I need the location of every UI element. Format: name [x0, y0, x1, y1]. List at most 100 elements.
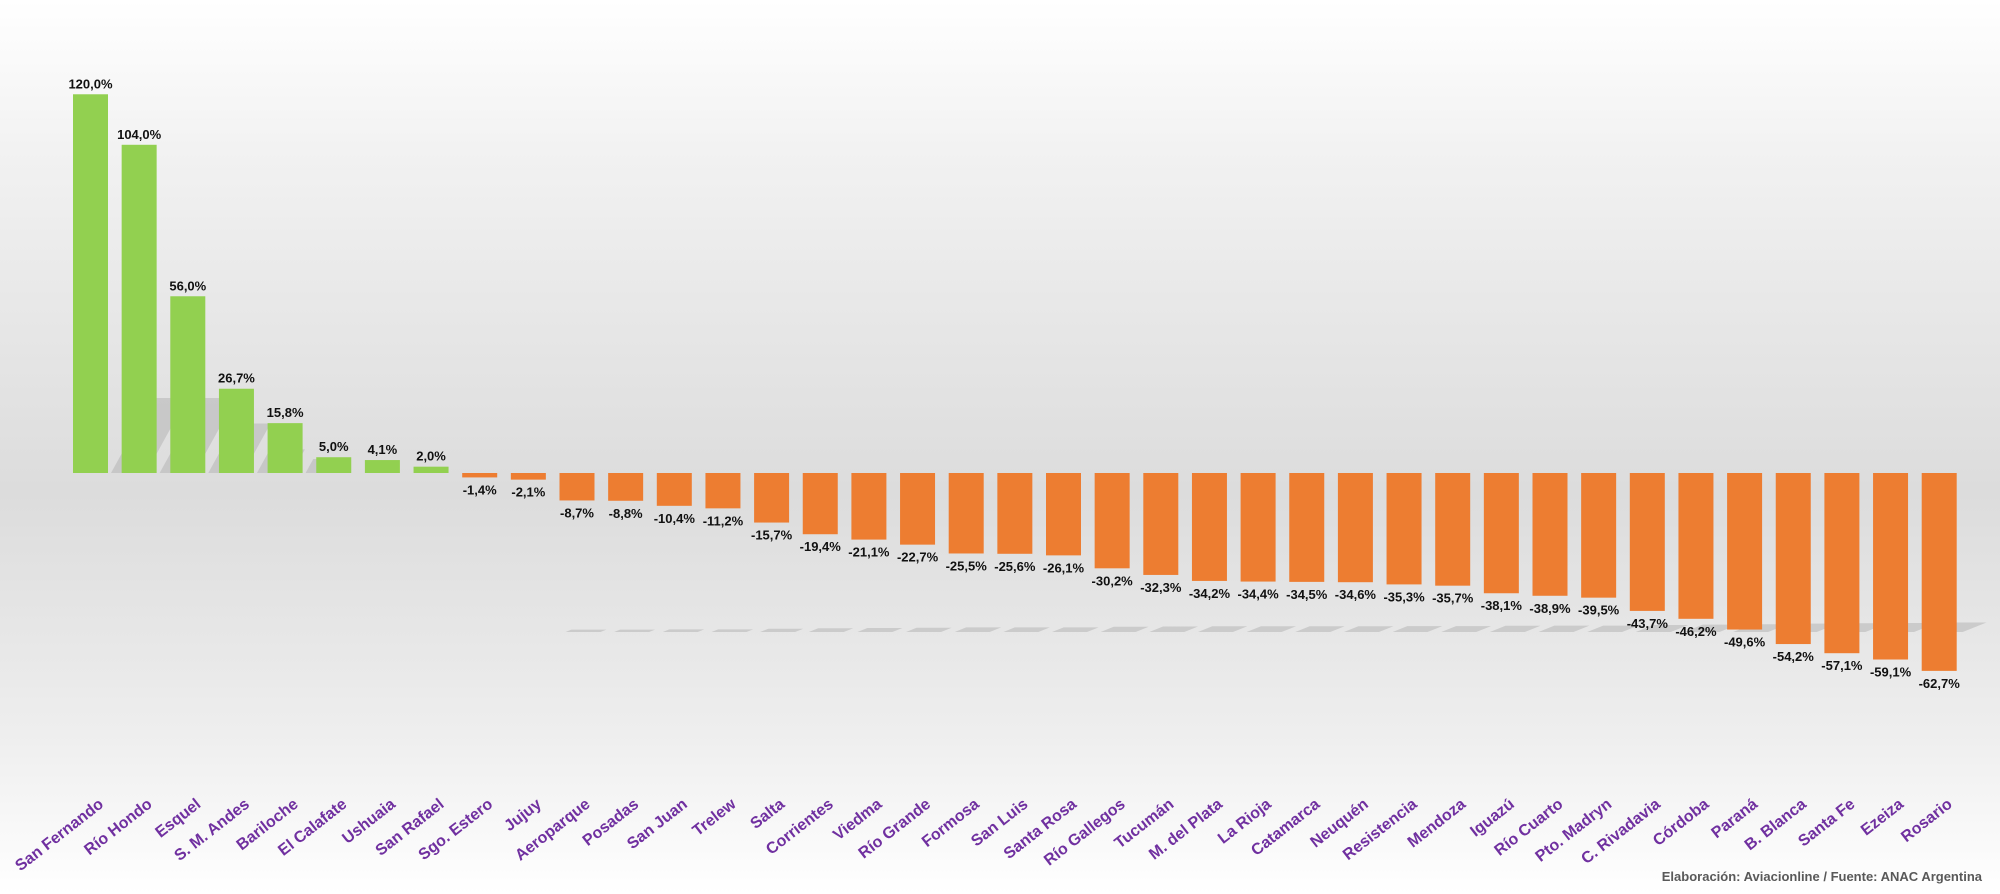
- value-label: 5,0%: [319, 439, 349, 454]
- value-label: 104,0%: [117, 127, 162, 142]
- bar-shadow: [1246, 626, 1296, 632]
- value-label: -1,4%: [463, 482, 497, 497]
- bar-shadow: [906, 627, 952, 632]
- value-label: -54,2%: [1773, 649, 1815, 664]
- bar: [413, 466, 449, 473]
- bar: [1824, 473, 1860, 654]
- value-label: 2,0%: [416, 449, 446, 464]
- source-note: Elaboración: Aviacionline / Fuente: ANAC…: [1661, 869, 1982, 884]
- bar-shadow: [1052, 627, 1099, 632]
- bar: [267, 423, 303, 473]
- bar-shadow: [808, 628, 854, 632]
- bar-shadow: [1343, 626, 1394, 632]
- value-label: -25,6%: [994, 559, 1036, 574]
- bar: [754, 473, 790, 523]
- value-label: -57,1%: [1821, 658, 1863, 673]
- value-label: -34,4%: [1237, 587, 1279, 602]
- bar: [510, 473, 546, 480]
- value-labels: 120,0% 104,0% 56,0% 26,7% 15,8% 5,0% 4,1% 2,0% -…: [68, 76, 1960, 691]
- bar: [1143, 473, 1179, 575]
- bar: [73, 94, 108, 473]
- bar-shadow: [1441, 626, 1492, 632]
- bar: [1191, 473, 1227, 581]
- category-label: Trelew: [690, 795, 740, 839]
- value-label: -2,1%: [511, 485, 545, 500]
- bar: [608, 473, 644, 501]
- value-label: 26,7%: [218, 371, 255, 386]
- bar: [170, 296, 206, 473]
- value-label: -34,5%: [1286, 587, 1328, 602]
- value-label: -11,2%: [703, 513, 744, 528]
- category-label: San Fernando: [12, 796, 107, 875]
- bar-shadow: [1489, 625, 1541, 632]
- bar: [316, 457, 352, 473]
- bar-shadow: [760, 628, 804, 632]
- bar: [802, 473, 838, 535]
- bar: [1581, 473, 1617, 598]
- category-label: Salta: [747, 796, 788, 833]
- value-label: -22,7%: [897, 550, 939, 565]
- bar-shadow: [1100, 626, 1149, 632]
- bar-shadow: [1392, 626, 1443, 632]
- value-label: -34,2%: [1189, 586, 1231, 601]
- value-label: -38,1%: [1481, 598, 1523, 613]
- value-label: 120,0%: [68, 76, 113, 91]
- category-label: Jujuy: [501, 796, 544, 835]
- value-label: -62,7%: [1919, 676, 1961, 691]
- bar: [1532, 473, 1568, 596]
- bar: [997, 473, 1033, 554]
- bar: [218, 388, 254, 473]
- value-label: -38,9%: [1529, 601, 1571, 616]
- bar: [1435, 473, 1471, 586]
- value-label: -26,1%: [1043, 560, 1085, 575]
- bar-shadow: [1149, 626, 1199, 632]
- bar-shadow: [1538, 625, 1590, 632]
- value-label: -8,7%: [560, 505, 594, 520]
- value-label: -39,5%: [1578, 603, 1620, 618]
- bars: [73, 94, 1957, 671]
- bar: [1046, 473, 1081, 556]
- value-label: -59,1%: [1870, 665, 1912, 680]
- bar: [1240, 473, 1276, 582]
- bar-shadow: [1684, 624, 1738, 632]
- bar: [559, 473, 595, 501]
- bar: [900, 473, 936, 545]
- value-label: -8,8%: [609, 506, 643, 521]
- bar: [1921, 473, 1957, 671]
- bar: [851, 473, 887, 540]
- value-label: -35,7%: [1432, 591, 1474, 606]
- value-label: -46,2%: [1675, 624, 1717, 639]
- bar-shadow: [1635, 625, 1689, 632]
- value-label: -30,2%: [1092, 573, 1134, 588]
- value-label: -15,7%: [751, 528, 793, 543]
- value-label: -43,7%: [1627, 616, 1669, 631]
- value-label: -34,6%: [1335, 587, 1377, 602]
- value-label: -35,3%: [1383, 589, 1425, 604]
- value-label: -21,1%: [848, 545, 890, 560]
- bar-shadow: [711, 629, 754, 632]
- value-label: 4,1%: [368, 442, 398, 457]
- bar: [1289, 473, 1325, 582]
- bar: [1873, 473, 1909, 660]
- bar: [948, 473, 984, 554]
- bar-shadow: [1197, 626, 1248, 632]
- bar: [462, 473, 498, 478]
- bar-shadow: [857, 628, 903, 632]
- value-label: -25,5%: [946, 558, 988, 573]
- bar: [656, 473, 692, 506]
- bar: [1727, 473, 1763, 630]
- value-label: -19,4%: [800, 539, 842, 554]
- value-label: -32,3%: [1140, 580, 1182, 595]
- bar-shadow: [662, 629, 705, 632]
- bar: [1337, 473, 1373, 583]
- bar: [1775, 473, 1811, 645]
- bar-shadow: [954, 627, 1002, 632]
- bar-shadow: [614, 629, 656, 632]
- bar: [1386, 473, 1422, 585]
- bar: [1629, 473, 1665, 611]
- bar: [1678, 473, 1714, 619]
- category-label: Rosario: [1898, 796, 1956, 846]
